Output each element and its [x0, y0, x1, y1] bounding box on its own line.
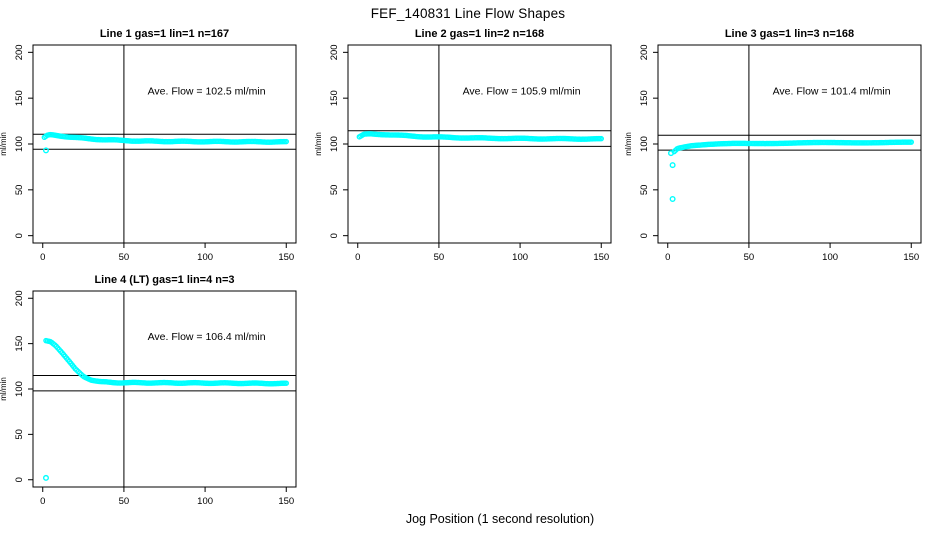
x-tick-label: 150 [903, 252, 919, 263]
figure-title: FEF_140831 Line Flow Shapes [370, 6, 566, 21]
x-tick-label: 100 [822, 252, 838, 263]
x-tick-label: 100 [197, 252, 213, 263]
y-axis-label: ml/min [314, 132, 323, 156]
subplot-3: 0 50 100 150 0 50 100 150 200 ml/min Line 3 gas=1 … [624, 28, 922, 263]
y-axis-ticks: 0 50 100 150 200 [14, 290, 33, 482]
subplot-4: 0 50 100 150 0 50 100 150 200 ml/min Line 4 (LT) g… [0, 274, 297, 507]
y-tick-label: 100 [14, 381, 25, 397]
x-axis-ticks: 0 50 100 150 [40, 243, 294, 263]
y-tick-label: 50 [14, 185, 25, 196]
y-tick-label: 150 [14, 90, 25, 106]
subplot-1: 0 50 100 150 0 50 100 150 200 ml/min Line 1 gas=1 … [0, 28, 297, 263]
average-flow-annotation: Ave. Flow = 105.9 ml/min [463, 86, 581, 98]
x-tick-label: 0 [40, 252, 45, 263]
plot-box [347, 44, 612, 244]
subplot-2: 0 50 100 150 0 50 100 150 200 ml/min Line 2 gas=1 … [314, 28, 612, 263]
x-tick-label: 150 [593, 252, 609, 263]
outlier-point [42, 147, 49, 154]
y-tick-label: 150 [329, 90, 340, 106]
y-tick-label: 50 [639, 185, 650, 196]
y-tick-label: 0 [639, 233, 650, 238]
data-point [283, 380, 290, 386]
y-axis-ticks: 0 50 100 150 200 [329, 44, 348, 238]
x-tick-label: 100 [197, 496, 213, 507]
y-tick-label: 100 [329, 136, 340, 152]
x-axis-ticks: 0 50 100 150 [665, 243, 919, 263]
average-flow-annotation: Ave. Flow = 101.4 ml/min [773, 86, 891, 98]
y-tick-label: 100 [639, 136, 650, 152]
outlier-point [669, 195, 676, 202]
y-tick-label: 150 [639, 90, 650, 106]
y-tick-label: 50 [14, 429, 25, 440]
y-tick-label: 0 [14, 477, 25, 482]
x-axis-title: Jog Position (1 second resolution) [405, 512, 595, 526]
x-tick-label: 50 [119, 252, 130, 263]
data-points [667, 139, 915, 202]
x-tick-label: 100 [512, 252, 528, 263]
y-tick-label: 200 [639, 44, 650, 60]
y-tick-label: 100 [14, 136, 25, 152]
data-points [356, 131, 605, 142]
outlier-point [669, 162, 676, 169]
y-axis-ticks: 0 50 100 150 200 [639, 44, 658, 238]
x-tick-label: 0 [355, 252, 360, 263]
data-point [598, 135, 605, 142]
x-tick-label: 150 [278, 252, 294, 263]
y-axis-label: ml/min [0, 132, 8, 156]
x-axis-ticks: 0 50 100 150 [40, 487, 294, 507]
y-axis-label: ml/min [0, 377, 8, 401]
average-flow-annotation: Ave. Flow = 106.4 ml/min [148, 331, 266, 343]
x-tick-label: 150 [278, 496, 294, 507]
x-tick-label: 50 [119, 496, 130, 507]
outlier-point [667, 150, 674, 157]
y-axis-label: ml/min [624, 132, 633, 156]
y-tick-label: 200 [14, 290, 25, 306]
data-points [41, 131, 290, 154]
plot-box [32, 290, 297, 488]
subplot-title: Line 2 gas=1 lin=2 n=168 [415, 28, 544, 40]
data-point [908, 139, 915, 145]
y-tick-label: 0 [14, 233, 25, 238]
subplot-title: Line 3 gas=1 lin=3 n=168 [725, 28, 854, 40]
average-flow-annotation: Ave. Flow = 102.5 ml/min [148, 86, 266, 98]
x-tick-label: 50 [434, 252, 445, 263]
y-tick-label: 200 [14, 44, 25, 60]
x-tick-label: 0 [40, 496, 45, 507]
data-points [42, 337, 290, 481]
x-tick-label: 50 [744, 252, 755, 263]
y-tick-label: 50 [329, 185, 340, 196]
subplot-title: Line 4 (LT) gas=1 lin=4 n=3 [94, 274, 234, 286]
y-tick-label: 0 [329, 233, 340, 238]
x-axis-ticks: 0 50 100 150 [355, 243, 609, 263]
y-tick-label: 200 [329, 44, 340, 60]
x-tick-label: 0 [665, 252, 670, 263]
outlier-point [42, 474, 49, 481]
data-point [283, 138, 290, 145]
y-tick-label: 150 [14, 336, 25, 352]
subplot-title: Line 1 gas=1 lin=1 n=167 [100, 28, 229, 40]
y-axis-ticks: 0 50 100 150 200 [14, 44, 33, 238]
